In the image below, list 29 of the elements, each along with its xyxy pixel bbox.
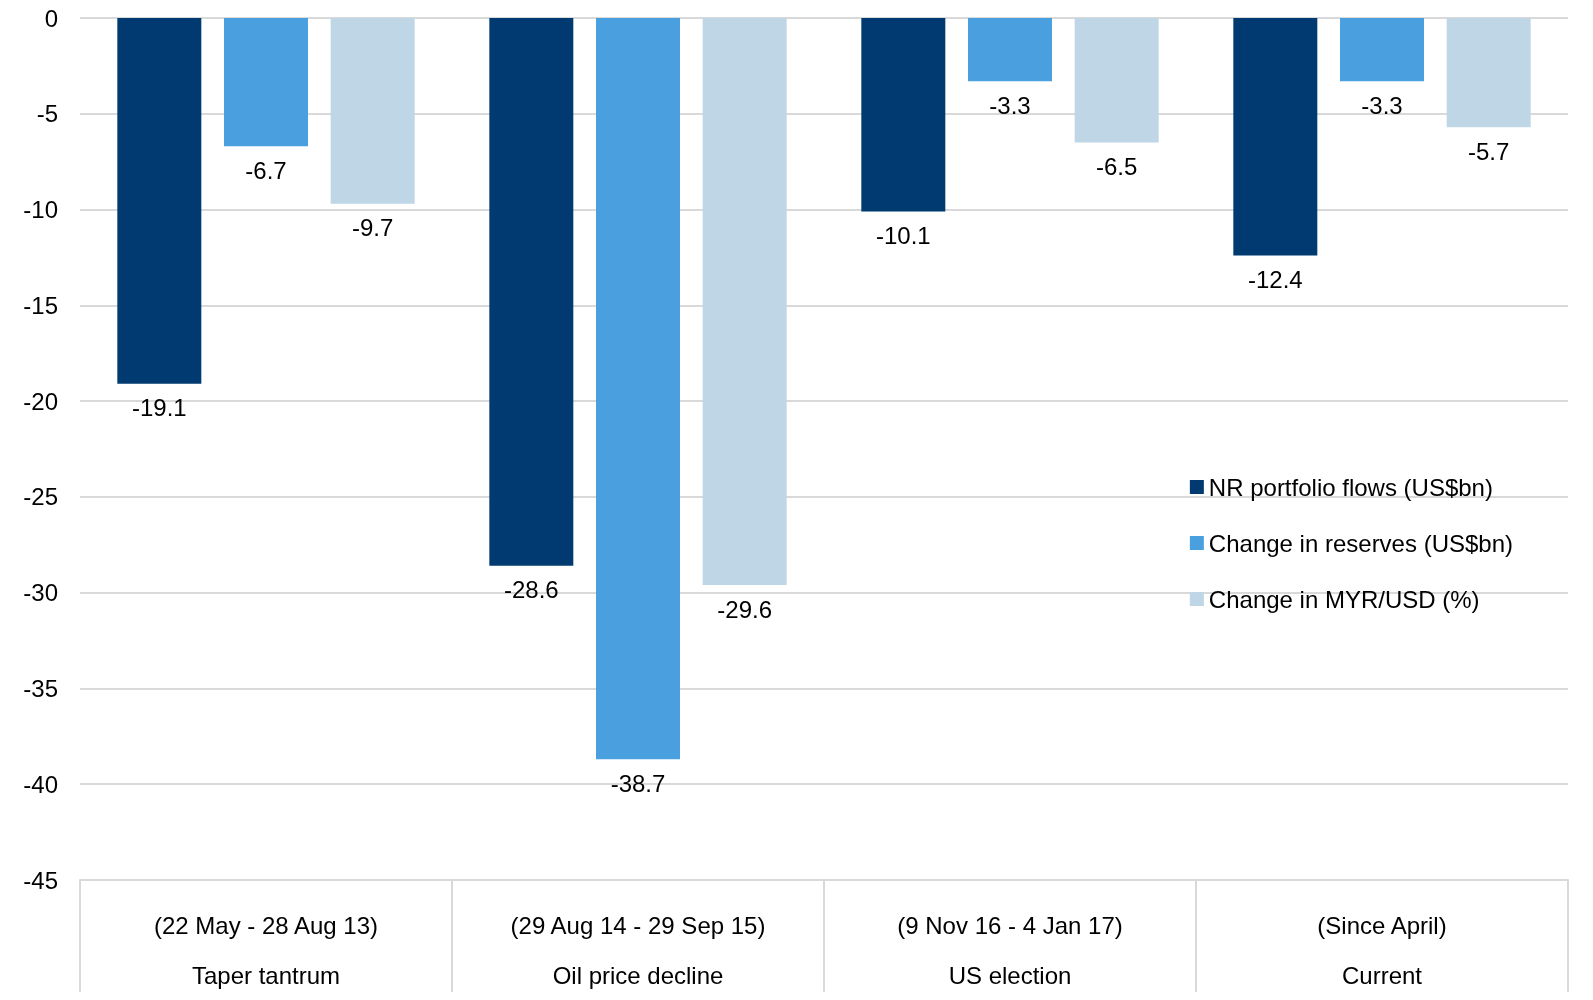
legend-label: Change in MYR/USD (%) (1208, 585, 1480, 613)
legend-label: Change in reserves (US$bn) (1208, 529, 1514, 557)
y-tick-label: -25 (23, 483, 58, 511)
data-label: -3.3 (1361, 91, 1403, 119)
data-label: -5.7 (1468, 137, 1510, 165)
data-label: -3.3 (989, 91, 1031, 119)
legend-label: NR portfolio flows (US$bn) (1208, 473, 1493, 501)
y-tick-label: -5 (36, 100, 58, 128)
y-tick-label: -10 (23, 196, 58, 224)
y-tick-label: -30 (23, 579, 58, 607)
data-label: -38.7 (610, 769, 666, 797)
data-label: -10.1 (875, 221, 931, 249)
y-tick-label: -35 (23, 674, 58, 702)
data-label: -12.4 (1247, 266, 1303, 294)
x-tick-label: (29 Aug 14 - 29 Sep 15) Oil price decline (510, 911, 766, 989)
x-tick-label: (22 May - 28 Aug 13) Taper tantrum (153, 911, 379, 989)
y-tick-label: -20 (23, 387, 58, 415)
y-tick-label: -40 (23, 770, 58, 798)
data-label: -9.7 (352, 214, 394, 242)
data-label: -29.6 (717, 595, 773, 623)
y-tick-label: -45 (23, 866, 58, 894)
x-tick-label: (Since April) Current (1317, 911, 1447, 989)
data-label: -6.7 (245, 156, 287, 184)
y-tick-label: 0 (44, 4, 58, 32)
data-label: -6.5 (1096, 153, 1138, 181)
data-label: -28.6 (503, 576, 559, 604)
y-tick-label: -15 (23, 291, 58, 319)
x-tick-label: (9 Nov 16 - 4 Jan 17) US election (897, 911, 1123, 989)
data-label: -19.1 (131, 394, 187, 422)
